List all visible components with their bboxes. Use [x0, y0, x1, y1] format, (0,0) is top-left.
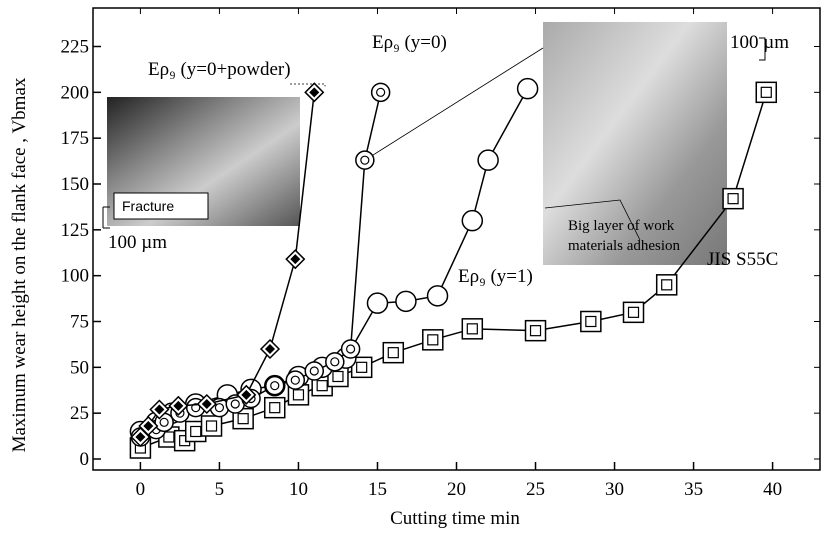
marker-inner — [269, 402, 281, 414]
marker-inner — [330, 357, 340, 367]
y-tick-label: 0 — [80, 449, 90, 470]
marker-inner — [241, 389, 252, 400]
series-label: Eρ₉ (y=0) — [372, 32, 447, 53]
marker-inner — [627, 306, 640, 318]
x-tick-label: 15 — [368, 479, 387, 500]
marker-inner — [427, 334, 439, 346]
y-tick-label: 125 — [61, 220, 90, 241]
series-label: Eρ₉ (y=0+powder) — [148, 59, 291, 80]
marker-inner — [387, 347, 399, 359]
leader — [290, 83, 326, 87]
marker-inner — [143, 421, 154, 431]
marker — [477, 149, 499, 171]
marker-inner — [585, 315, 597, 328]
marker — [461, 209, 484, 232]
label-box — [113, 192, 209, 220]
photo — [543, 22, 727, 265]
marker-inner — [205, 420, 218, 432]
marker-inner — [466, 323, 478, 335]
leader — [364, 47, 544, 161]
marker-inner — [135, 432, 146, 442]
marker-inner — [201, 399, 212, 409]
y-tick-label: 200 — [61, 82, 90, 103]
y-tick-label: 225 — [61, 37, 90, 58]
annotation: 100 µm — [730, 32, 789, 53]
marker-inner — [159, 417, 169, 427]
scale-bracket — [102, 37, 766, 229]
marker — [395, 290, 417, 313]
leader — [544, 199, 641, 241]
y-axis-label: Maximum wear height on the flank face , … — [9, 77, 30, 452]
y-tick-label: 175 — [61, 128, 90, 149]
y-tick-label: 75 — [70, 312, 89, 333]
marker-inner — [230, 399, 240, 409]
marker-inner — [214, 403, 225, 413]
annotation: Big layer of work — [568, 218, 675, 234]
marker-inner — [163, 431, 175, 443]
marker — [426, 285, 449, 307]
x-tick-label: 10 — [289, 479, 308, 500]
marker-inner — [237, 413, 249, 425]
marker — [366, 292, 389, 314]
x-tick-label: 35 — [684, 479, 703, 500]
y-tick-label: 25 — [70, 403, 89, 424]
y-tick-label: 50 — [70, 357, 89, 378]
x-axis-label: Cutting time min — [390, 508, 520, 529]
marker — [516, 77, 539, 100]
marker-inner — [346, 344, 356, 354]
marker-inner — [309, 87, 320, 98]
annotation: 100 µm — [108, 232, 167, 253]
marker-inner — [356, 361, 368, 373]
annotation: materials adhesion — [568, 238, 681, 254]
annotation: Fracture — [122, 198, 174, 214]
y-tick-label: 150 — [61, 174, 90, 195]
x-tick-label: 5 — [215, 479, 225, 500]
marker-inner — [270, 381, 280, 391]
marker-inner — [316, 380, 328, 392]
x-tick-label: 30 — [605, 479, 624, 500]
marker-inner — [760, 86, 772, 98]
marker-inner — [309, 366, 319, 376]
marker-inner — [290, 254, 301, 265]
series-label: JIS S55C — [707, 249, 778, 270]
y-tick-label: 100 — [61, 266, 90, 287]
marker-inner — [529, 325, 542, 337]
marker-inner — [360, 155, 370, 165]
x-tick-label: 0 — [136, 479, 146, 500]
marker-inner — [332, 370, 344, 383]
x-tick-label: 25 — [526, 479, 545, 500]
marker-inner — [265, 344, 276, 354]
series-label: Eρ₉ (y=1) — [458, 266, 533, 287]
marker-inner — [154, 404, 165, 415]
x-tick-label: 20 — [447, 479, 466, 500]
marker-inner — [191, 403, 201, 413]
marker-inner — [376, 87, 386, 97]
marker-inner — [661, 279, 673, 291]
marker-inner — [190, 425, 202, 438]
marker-inner — [173, 400, 184, 411]
marker-inner — [292, 389, 305, 401]
x-tick-label: 40 — [763, 479, 782, 500]
marker-inner — [727, 193, 739, 205]
marker-inner — [290, 375, 300, 385]
